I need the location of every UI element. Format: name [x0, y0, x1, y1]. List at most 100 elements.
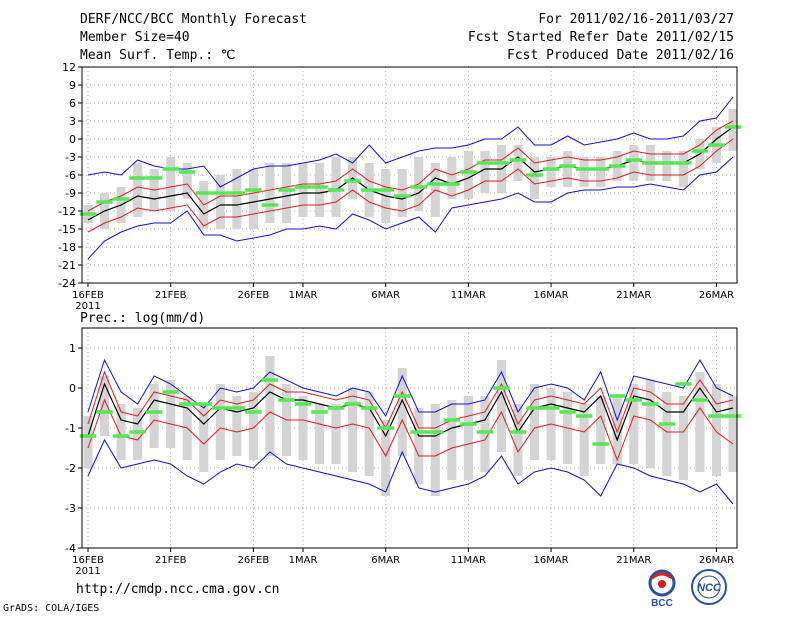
prec-xtick-label: 6MAR — [371, 555, 400, 566]
temp-spread-box — [529, 157, 540, 199]
prec-spread-box — [133, 408, 143, 460]
prec-spread-box — [199, 404, 209, 472]
temp-ytick-label: 9 — [69, 79, 76, 92]
prec-spread-box — [711, 384, 722, 476]
prec-spread-box — [397, 368, 407, 456]
prec-spread-box — [513, 404, 523, 476]
temp-xtick-label: 21FEB — [155, 290, 187, 301]
temp-spread-box — [480, 151, 490, 193]
prec-spread-box — [364, 392, 374, 476]
bcc-logo: BCC — [648, 569, 676, 608]
temp-ytick-label: 3 — [69, 115, 76, 128]
prec-spread-box — [298, 396, 308, 460]
temp-spread-box — [248, 169, 258, 229]
prec-ytick-label: -2 — [65, 462, 76, 475]
temp-spread-box — [232, 169, 242, 229]
temp-spread-box — [331, 157, 341, 217]
temp-spread-box — [463, 151, 473, 199]
temp-ytick-label: 12 — [62, 61, 76, 74]
prec-ytick-label: -3 — [65, 502, 76, 515]
temp-xtick-label: 11MAR — [451, 290, 486, 301]
temp-spread-box — [546, 157, 556, 187]
bcc-logo-ring — [648, 569, 676, 597]
prec-xtick-label: 2011 — [75, 566, 100, 577]
temp-spread-box — [513, 145, 523, 181]
temp-spread-box — [166, 157, 176, 211]
temp-ytick-label: -24 — [58, 277, 76, 290]
prec-spread-box — [645, 380, 655, 468]
temp-ytick-label: -18 — [58, 241, 76, 254]
prec-ensemble-mean-line — [87, 382, 734, 442]
ncc-logo: NCC — [691, 569, 727, 605]
prec-xtick-label: 11MAR — [451, 555, 486, 566]
prec-xtick-label: 26FEB — [238, 555, 270, 566]
bcc-logo-arc — [651, 572, 673, 580]
temp-spread-box — [447, 157, 457, 199]
prec-xtick-label: 16MAR — [533, 555, 568, 566]
prec-spread-box — [414, 408, 424, 484]
prec-spread-box — [166, 380, 176, 448]
temp-ytick-label: -12 — [58, 205, 76, 218]
temp-maximum-line — [87, 96, 734, 188]
temp-lower-band-line — [87, 138, 734, 233]
temp-spread-box — [215, 175, 225, 229]
prec-spread-box — [447, 400, 457, 480]
prec-ytick-label: -4 — [65, 542, 76, 555]
temp-xtick-label: 16MAR — [533, 290, 568, 301]
prec-spread-box — [149, 384, 159, 448]
temp-spread-box — [662, 151, 672, 181]
prec-spread-box — [529, 384, 540, 460]
temp-spread-box — [678, 151, 688, 187]
chart-title: DERF/NCC/BCC Monthly Forecast — [80, 12, 307, 27]
temp-spread-box — [596, 157, 606, 187]
prec-spread-box — [248, 392, 258, 460]
bcc-logo-dot — [658, 580, 666, 588]
prec-xtick-label: 26MAR — [699, 555, 734, 566]
prec-spread-box — [496, 360, 507, 452]
temp-ytick-label: -6 — [65, 169, 76, 182]
prec-spread-box — [463, 396, 473, 480]
temp-ytick-label: 0 — [69, 133, 76, 146]
prec-spread-box — [83, 416, 93, 468]
prec-spread-box — [430, 404, 440, 496]
prec-spread-box — [596, 396, 606, 464]
ncc-logo-text: NCC — [697, 582, 722, 594]
prec-spread-box — [695, 372, 705, 472]
precipitation-variable-label: Prec.: log(mm/d) — [80, 311, 206, 326]
prec-spread-box — [662, 392, 672, 476]
forecast-start-date: Fcst Started Refer Date 2011/02/15 — [467, 30, 734, 45]
prec-spread-box — [99, 376, 110, 436]
ncc-logo-ring — [691, 569, 727, 605]
temp-xtick-label: 26MAR — [699, 290, 734, 301]
member-size-label: Member Size=40 — [80, 30, 190, 45]
temp-xtick-label: 16FEB — [72, 290, 104, 301]
prec-maximum-line — [87, 358, 734, 422]
prec-ytick-label: -1 — [65, 422, 76, 435]
temp-ytick-label: -3 — [65, 151, 76, 164]
bcc-logo-text: BCC — [651, 598, 673, 608]
prec-lower-band-line — [87, 398, 734, 462]
prec-upper-band-line — [87, 370, 734, 434]
temp-spread-box — [298, 163, 308, 217]
temp-xtick-label: 21MAR — [616, 290, 651, 301]
prec-xtick-label: 16FEB — [72, 555, 104, 566]
temp-xtick-label: 1MAR — [289, 290, 318, 301]
prec-spread-box — [314, 404, 325, 464]
prec-spread-box — [331, 404, 341, 464]
prec-spread-box — [629, 384, 639, 464]
temp-spread-box — [563, 151, 573, 187]
prec-xtick-label: 1MAR — [289, 555, 318, 566]
prec-xtick-label: 21MAR — [616, 555, 651, 566]
prec-spread-box — [232, 396, 242, 456]
source-url[interactable]: http://cmdp.ncc.cma.gov.cn — [76, 582, 280, 597]
prec-spread-box — [728, 396, 738, 472]
temp-ytick-label: -9 — [65, 187, 76, 200]
prec-spread-box — [480, 396, 490, 472]
temp-spread-box — [728, 109, 738, 151]
temp-spread-box — [397, 169, 407, 217]
temp-spread-box — [133, 163, 143, 217]
prec-frame — [81, 327, 738, 549]
